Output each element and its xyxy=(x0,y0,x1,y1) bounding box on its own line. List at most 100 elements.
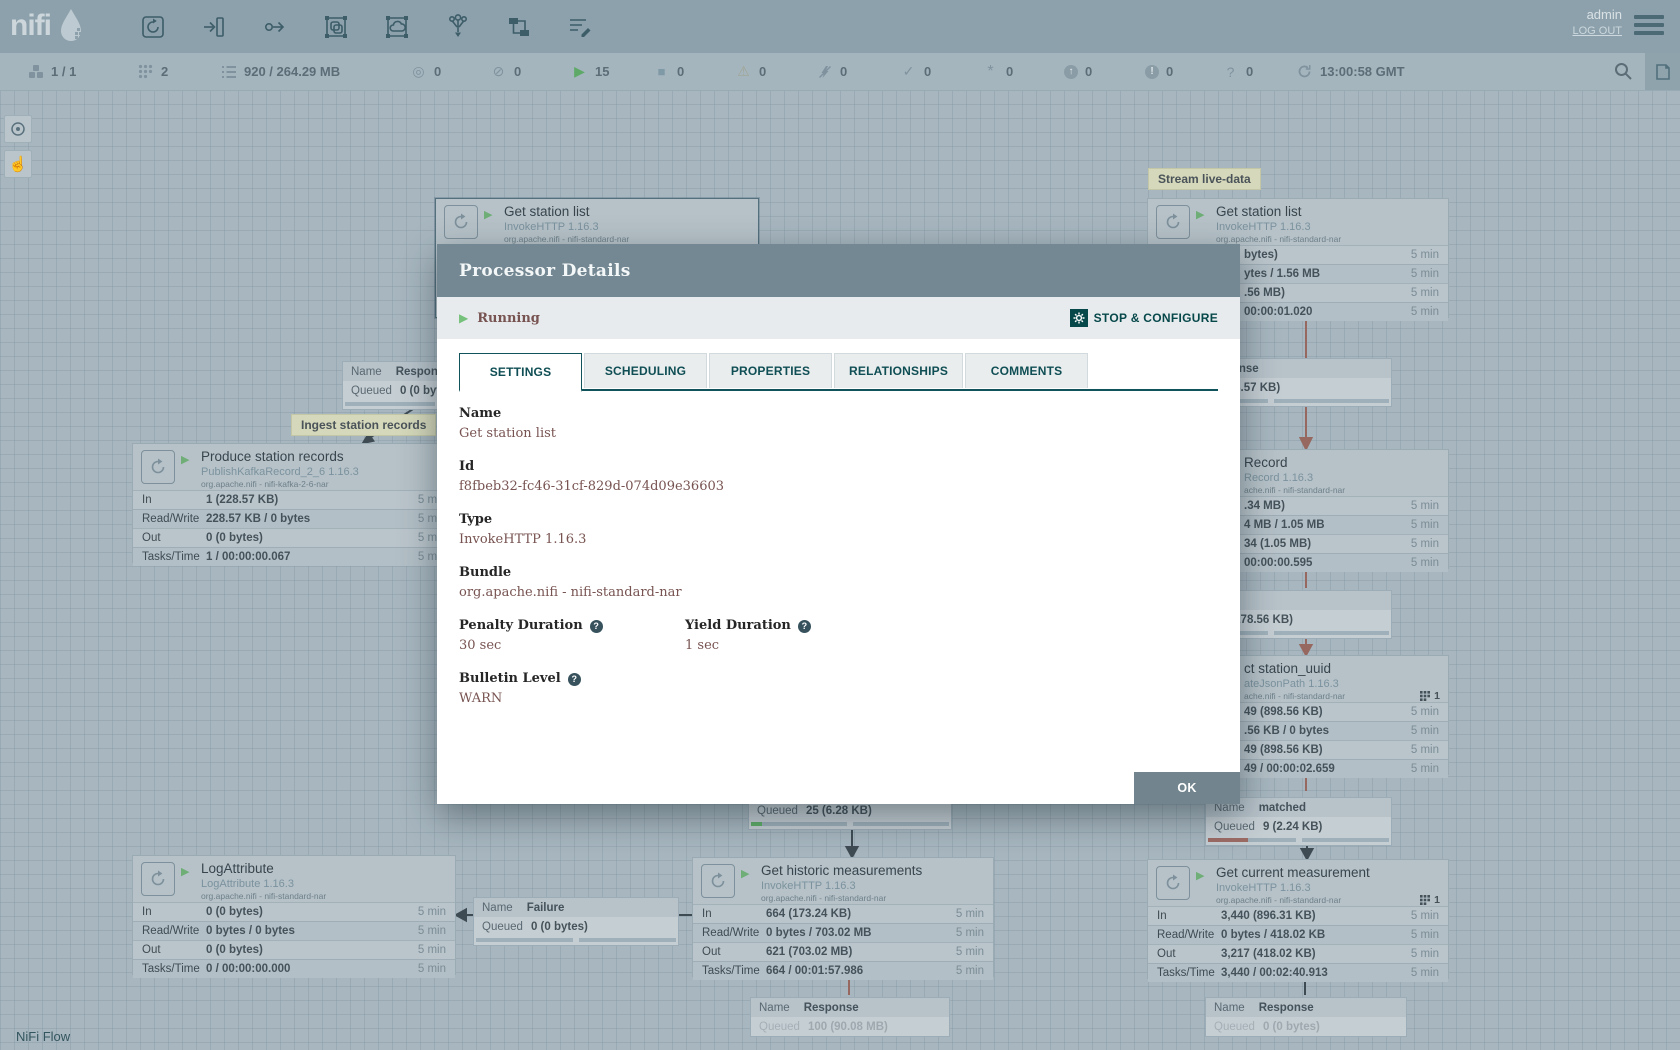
stat-row: Out 3,217 (418.02 KB) 5 min xyxy=(1148,944,1448,963)
processor-get-historic-measurements[interactable]: ▶ Get historic measurements InvokeHTTP 1… xyxy=(692,857,994,980)
processor-type: InvokeHTTP 1.16.3 xyxy=(504,221,599,233)
help-icon[interactable]: ? xyxy=(589,619,603,633)
processor-bundle: org.apache.nifi - nifi-standard-nar xyxy=(504,234,630,244)
processor-type: LogAttribute 1.16.3 xyxy=(201,878,294,890)
locally-modified-status: * 0 xyxy=(982,53,1013,90)
settings-panel: Name Get station list Id f8fbeb32-fc46-3… xyxy=(437,391,1240,737)
stale-status: ↑ 0 xyxy=(1064,53,1092,90)
nifi-drop-icon xyxy=(61,9,82,41)
id-field-label: Id xyxy=(459,459,475,474)
app-header: nifi admin LOG OUT xyxy=(0,0,1680,53)
stat-row: Out 621 (703.02 MB) 5 min xyxy=(693,942,993,961)
connection-label-response-bottom-center[interactable]: Name Response Queued 100 (90.08 MB) xyxy=(750,997,950,1037)
processor-title: Get historic measurements xyxy=(761,863,923,878)
processor-component-icon[interactable] xyxy=(139,13,169,43)
processor-icon xyxy=(1156,205,1190,239)
stat-row: Read/Write 0 bytes / 418.02 KB 5 min xyxy=(1148,925,1448,944)
running-indicator-icon: ▶ xyxy=(181,454,190,466)
invalid-icon: ⚠ xyxy=(737,63,750,79)
disabled-icon xyxy=(816,63,833,80)
penalty-duration-value: 30 sec xyxy=(459,638,502,653)
running-indicator-icon: ▶ xyxy=(459,311,469,325)
stop-and-configure-button[interactable]: STOP & CONFIGURE xyxy=(1069,309,1218,327)
stat-row: Tasks/Time 1 / 00:00:00.067 5 min xyxy=(133,547,455,566)
processor-bundle: org.apache.nifi - nifi-kafka-2-6-nar xyxy=(201,479,329,489)
logout-link[interactable]: LOG OUT xyxy=(1572,25,1622,37)
label-component-icon[interactable] xyxy=(566,13,596,43)
processor-bundle: org.apache.nifi - nifi-standard-nar xyxy=(201,891,327,901)
connection-label-matched[interactable]: Name matched Queued 9 (2.24 KB) xyxy=(1205,797,1392,846)
stat-row: In 3,440 (896.31 KB) 5 min xyxy=(1148,906,1448,925)
tab-scheduling[interactable]: SCHEDULING xyxy=(584,353,707,388)
help-icon[interactable]: ? xyxy=(567,672,581,686)
thread-count-badge: 1 xyxy=(1420,690,1440,702)
queue-usage-bars xyxy=(1206,836,1391,845)
stat-row: In 0 (0 bytes) 5 min xyxy=(133,902,455,921)
processor-icon xyxy=(141,862,175,896)
running-indicator-icon: ▶ xyxy=(484,209,493,221)
connection-label-response-bottom-right[interactable]: Name Response Queued 0 (0 bytes) xyxy=(1205,997,1407,1037)
dialog-status-row: ▶ Running STOP & CONFIGURE xyxy=(437,297,1240,339)
running-indicator-icon: ▶ xyxy=(741,868,750,880)
input-port-component-icon[interactable] xyxy=(200,13,230,43)
global-menu-icon[interactable] xyxy=(1634,15,1664,39)
tab-properties[interactable]: PROPERTIES xyxy=(709,353,832,388)
flow-label[interactable]: Stream live-data xyxy=(1148,168,1261,190)
thread-count-badge: 1 xyxy=(1420,894,1440,906)
processor-title: Get current measurement xyxy=(1216,865,1370,880)
sync-failure-icon: ? xyxy=(1226,63,1235,80)
processor-produce-station-records[interactable]: ▶ Produce station records PublishKafkaRe… xyxy=(132,443,456,566)
process-group-component-icon[interactable] xyxy=(322,13,352,43)
running-status: ▶ 15 xyxy=(571,53,609,90)
running-indicator-icon: ▶ xyxy=(181,866,190,878)
grid-icon xyxy=(1420,691,1431,701)
cluster-status: 1 / 1 xyxy=(27,53,76,90)
operate-palette-toggle-button[interactable]: ☝ xyxy=(4,150,32,178)
flow-label[interactable]: Ingest station records xyxy=(291,414,437,436)
output-port-component-icon[interactable] xyxy=(261,13,291,43)
processor-icon xyxy=(1156,866,1190,900)
processor-icon xyxy=(701,864,735,898)
tab-settings[interactable]: SETTINGS xyxy=(459,353,582,392)
bundle-field-value: org.apache.nifi - nifi-standard-nar xyxy=(459,585,682,600)
up-to-date-icon: ✓ xyxy=(902,63,915,79)
tab-comments[interactable]: COMMENTS xyxy=(965,353,1089,388)
active-threads-status: 2 xyxy=(137,53,168,90)
name-field-value: Get station list xyxy=(459,426,557,441)
penalty-duration-label: Penalty Duration xyxy=(459,618,583,633)
processor-type: ateJsonPath 1.16.3 xyxy=(1244,678,1339,690)
queued-status: 920 / 264.29 MB xyxy=(220,53,340,90)
processor-bundle: ache.nifi - nifi-standard-nar xyxy=(1244,485,1346,495)
sync-failure-status: ? 0 xyxy=(1222,53,1254,90)
refresh-icon xyxy=(1296,63,1313,80)
id-field-value: f8fbeb32-fc46-31cf-829d-074d09e36603 xyxy=(459,479,725,494)
bulletin-board-button[interactable] xyxy=(1645,53,1680,90)
tab-relationships[interactable]: RELATIONSHIPS xyxy=(834,353,964,388)
remote-process-group-component-icon[interactable] xyxy=(383,13,413,43)
bulletin-level-label: Bulletin Level xyxy=(459,671,561,686)
processor-get-current-measurement[interactable]: ▶ Get current measurement InvokeHTTP 1.1… xyxy=(1147,859,1449,982)
dialog-header: Processor Details xyxy=(437,244,1240,297)
refresh-status[interactable]: 13:00:58 GMT xyxy=(1296,53,1405,90)
bundle-field-label: Bundle xyxy=(459,565,512,580)
search-icon[interactable] xyxy=(1613,61,1635,83)
processor-type: Record 1.16.3 xyxy=(1244,472,1314,484)
locally-modified-stale-status: ! 0 xyxy=(1145,53,1173,90)
gear-icon xyxy=(1069,309,1088,327)
status-bar: 1 / 1 2 920 / 264.29 MB ◎ 0 ⊘ 0 ▶ 15 ■ 0 ⚠ 0 … xyxy=(0,53,1680,91)
locally-modified-icon: * xyxy=(987,62,994,80)
ok-button[interactable]: OK xyxy=(1134,772,1240,804)
name-field-label: Name xyxy=(459,406,502,421)
help-icon[interactable]: ? xyxy=(797,619,811,633)
processor-title: Get station list xyxy=(1216,204,1302,219)
funnel-component-icon[interactable] xyxy=(444,13,474,43)
breadcrumb[interactable]: NiFi Flow xyxy=(16,1029,71,1044)
birdseye-toggle-button[interactable] xyxy=(4,115,32,143)
connection-label-failure[interactable]: Name Failure Queued 0 (0 bytes) xyxy=(473,897,679,946)
template-component-icon[interactable] xyxy=(505,13,535,43)
cluster-icon xyxy=(27,63,44,80)
processor-logattribute[interactable]: ▶ LogAttribute LogAttribute 1.16.3 org.a… xyxy=(132,855,456,978)
connection-label-queued[interactable]: Queued 25 (6.28 KB) xyxy=(748,800,952,830)
not-transmitting-status: ⊘ 0 xyxy=(490,53,522,90)
